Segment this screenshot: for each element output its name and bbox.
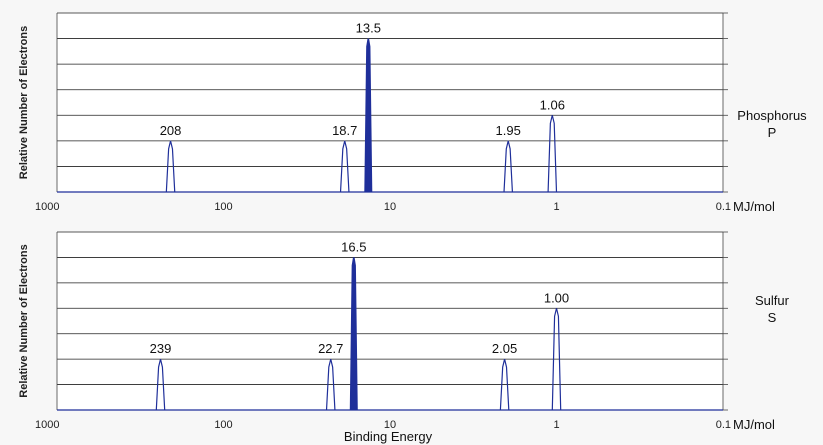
x-tick-label: 0.1: [716, 201, 731, 213]
chart-panel-1: 1000 100 10 1 0.1 MJ/mol Phosphorus P Relative N…: [18, 12, 807, 214]
peak-mark: [349, 257, 358, 411]
x-tick-label: 10: [384, 201, 396, 213]
peak-mark: [165, 140, 176, 193]
peak-mark: [551, 308, 562, 411]
peak-mark: [325, 359, 336, 411]
chart-panel-2: 1000 100 10 1 0.1 MJ/mol Sulfur S Relative Numbe…: [18, 231, 790, 444]
peak-mark: [155, 359, 166, 411]
x-tick-label: 1000: [35, 201, 59, 213]
peak-label: 18.7: [332, 123, 357, 138]
peak-label: 1.95: [496, 123, 521, 138]
x-axis-title: Binding Energy: [344, 429, 433, 444]
x-unit-label: MJ/mol: [733, 417, 775, 432]
x-tick-label: 1: [553, 201, 559, 213]
element-symbol-label: S: [768, 310, 777, 325]
peak-label: 239: [150, 341, 172, 356]
element-name-label: Phosphorus: [737, 108, 807, 123]
x-tick-label: 1000: [35, 419, 59, 431]
peak-mark: [364, 38, 373, 193]
peak-label: 13.5: [356, 21, 381, 36]
plot-area: [57, 13, 723, 192]
element-symbol-label: P: [768, 125, 777, 140]
peak-label: 22.7: [318, 341, 343, 356]
peak-label: 208: [160, 123, 182, 138]
peak-label: 1.06: [540, 97, 565, 112]
element-name-label: Sulfur: [755, 293, 790, 308]
peak-mark: [503, 140, 514, 193]
x-tick-label: 0.1: [716, 419, 731, 431]
y-axis-title: Relative Number of Electrons: [18, 26, 30, 179]
peak-mark: [339, 140, 350, 193]
peak-mark: [547, 115, 558, 193]
plot-area: [57, 232, 723, 410]
y-axis-title: Relative Number of Electrons: [18, 244, 30, 397]
x-tick-label: 10: [384, 419, 396, 431]
x-tick-label: 100: [214, 419, 232, 431]
peak-label: 2.05: [492, 341, 517, 356]
peak-mark: [499, 359, 510, 411]
peak-label: 16.5: [341, 239, 366, 254]
x-unit-label: MJ/mol: [733, 199, 775, 214]
x-tick-label: 100: [214, 201, 232, 213]
peak-label: 1.00: [544, 290, 569, 305]
x-tick-label: 1: [553, 419, 559, 431]
